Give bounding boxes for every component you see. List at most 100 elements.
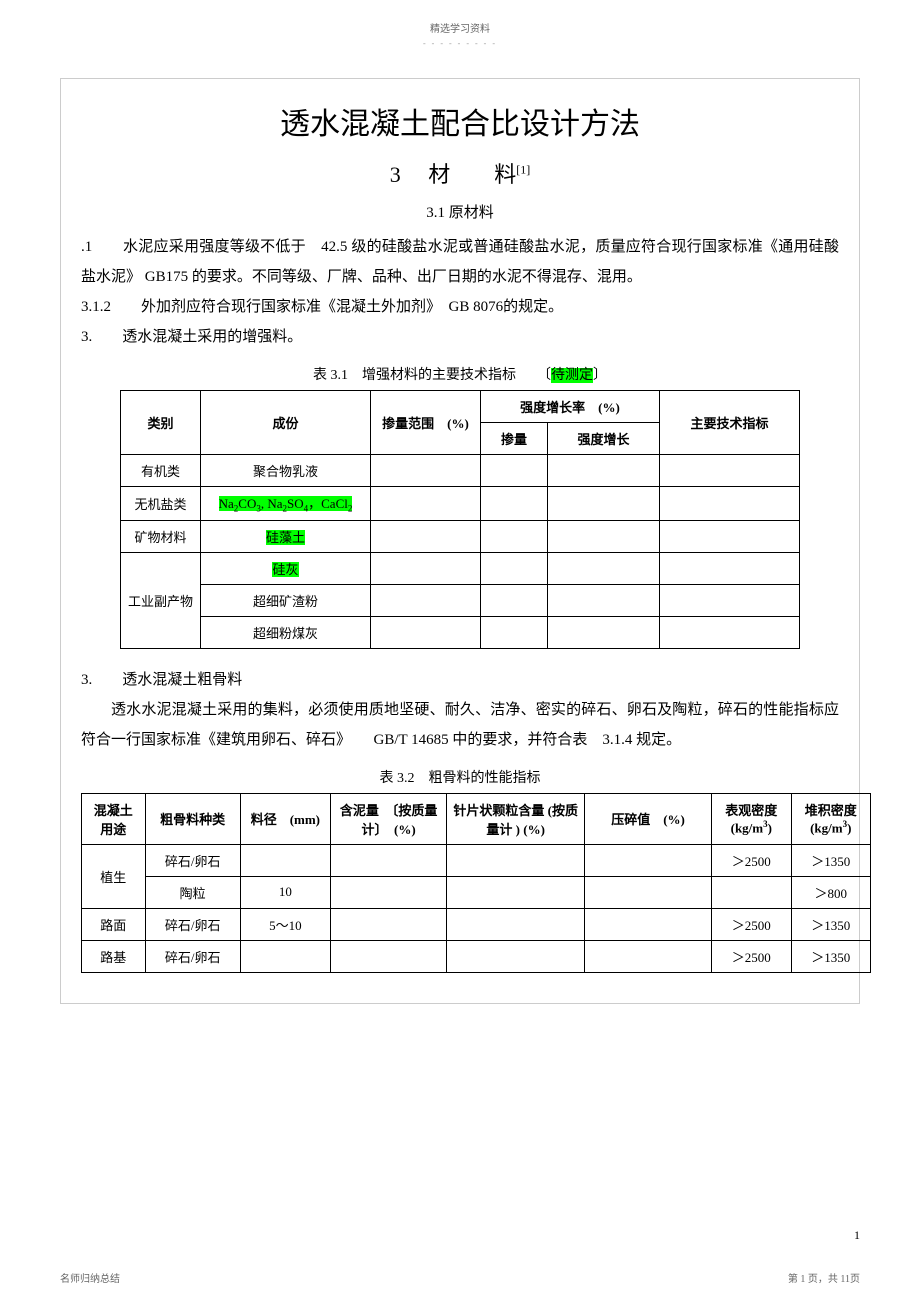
cell-comp: 硅藻土 — [201, 520, 371, 552]
cell-use: 路基 — [82, 940, 146, 972]
page-footer: 名师归纳总结 第 1 页，共 11页 — [60, 1270, 860, 1285]
th-crush: 压碎值 (%) — [585, 793, 712, 844]
table-row: 超细矿渣粉 — [121, 584, 800, 616]
cell — [330, 876, 446, 908]
th-needle: 针片状颗粒含量 (按质量计 ) (%) — [447, 793, 585, 844]
section-number: 3 — [390, 162, 401, 187]
cell-bulk: ＞1350 — [791, 908, 870, 940]
cell-type: 碎石/卵石 — [145, 908, 240, 940]
page-number: 1 — [854, 1228, 860, 1243]
cell — [660, 584, 800, 616]
cell — [660, 520, 800, 552]
cell — [585, 844, 712, 876]
cell — [330, 844, 446, 876]
table-row: 混凝土用途 粗骨料种类 料径 (mm) 含泥量 〔按质量计〕 (%) 针片状颗粒… — [82, 793, 871, 844]
cell-apparent: ＞2500 — [712, 844, 791, 876]
cell — [371, 487, 481, 521]
section-ref: [1] — [516, 163, 530, 177]
cell-comp: 超细粉煤灰 — [201, 616, 371, 648]
cell — [660, 487, 800, 521]
cell-bulk: ＞1350 — [791, 940, 870, 972]
cell — [585, 876, 712, 908]
cell — [585, 908, 712, 940]
table-row: 路基 碎石/卵石 ＞2500 ＞1350 — [82, 940, 871, 972]
cell-apparent: ＞2500 — [712, 908, 791, 940]
cell-bulk: ＞1350 — [791, 844, 870, 876]
cell-type: 碎石/卵石 — [145, 940, 240, 972]
cell-use: 路面 — [82, 908, 146, 940]
para-3.1.1: .1 水泥应采用强度等级不低于 42.5 级的硅酸盐水泥或普通硅酸盐水泥，质量应… — [81, 232, 839, 292]
th-mud: 含泥量 〔按质量计〕 (%) — [330, 793, 446, 844]
section-label: 材 料 — [428, 162, 516, 187]
cell — [660, 552, 800, 584]
table-3.2: 混凝土用途 粗骨料种类 料径 (mm) 含泥量 〔按质量计〕 (%) 针片状颗粒… — [81, 793, 871, 973]
cell-cat: 有机类 — [121, 455, 201, 487]
cell — [447, 844, 585, 876]
cell — [660, 616, 800, 648]
cell-comp: 聚合物乳液 — [201, 455, 371, 487]
cell — [481, 584, 548, 616]
para-3.1.3: 3. 透水混凝土采用的增强料。 — [81, 322, 839, 352]
cell — [548, 455, 660, 487]
th-type: 粗骨料种类 — [145, 793, 240, 844]
table-row: 路面 碎石/卵石 5～10 ＞2500 ＞1350 — [82, 908, 871, 940]
cell — [371, 552, 481, 584]
decorative-dots: - - - - - - - - - — [60, 39, 860, 48]
cell-apparent: ＞2500 — [712, 940, 791, 972]
cell-bulk: ＞800 — [791, 876, 870, 908]
caption-text-b: 〕 — [593, 368, 607, 383]
cell — [548, 616, 660, 648]
th-amount: 掺量 — [481, 423, 548, 455]
cell — [660, 455, 800, 487]
cell-apparent — [712, 876, 791, 908]
cell — [330, 908, 446, 940]
cell-type: 碎石/卵石 — [145, 844, 240, 876]
cell — [481, 616, 548, 648]
cell-size — [240, 844, 330, 876]
th-size: 料径 (mm) — [240, 793, 330, 844]
cell — [548, 520, 660, 552]
cell — [548, 552, 660, 584]
cell-size: 5～10 — [240, 908, 330, 940]
cell — [548, 487, 660, 521]
th-category: 类别 — [121, 391, 201, 455]
para-3.1.2: 3.1.2 外加剂应符合现行国家标准《混凝土外加剂》 GB 8076的规定。 — [81, 292, 839, 322]
table-row: 植生 碎石/卵石 ＞2500 ＞1350 — [82, 844, 871, 876]
table-row: 陶粒 10 ＞800 — [82, 876, 871, 908]
footer-right: 第 1 页，共 11页 — [788, 1270, 860, 1285]
subsection-3.1: 3.1 原材料 — [81, 201, 839, 222]
cell-cat: 矿物材料 — [121, 520, 201, 552]
table-row: 工业副产物 硅灰 — [121, 552, 800, 584]
cell-size — [240, 940, 330, 972]
th-bulk: 堆积密度(kg/m3) — [791, 793, 870, 844]
main-title: 透水混凝土配合比设计方法 — [81, 99, 839, 143]
cell — [330, 940, 446, 972]
cell-cat: 工业副产物 — [121, 552, 201, 648]
table-3.1-caption: 表 3.1 增强材料的主要技术指标 〔待测定〕 — [81, 364, 839, 384]
doc-source-header: 精选学习资料 — [60, 20, 860, 35]
section-3-heading: 3 材 料[1] — [81, 157, 839, 189]
th-apparent: 表观密度(kg/m3) — [712, 793, 791, 844]
table-row: 矿物材料 硅藻土 — [121, 520, 800, 552]
table-row: 无机盐类 Na2CO3, Na2SO4，CaCl2 — [121, 487, 800, 521]
table-row: 类别 成份 掺量范围 (%) 强度增长率 (%) 主要技术指标 — [121, 391, 800, 423]
cell — [481, 552, 548, 584]
cell — [371, 584, 481, 616]
table-3.2-caption: 表 3.2 粗骨料的性能指标 — [81, 767, 839, 787]
cell — [447, 908, 585, 940]
cell — [447, 940, 585, 972]
table-row: 超细粉煤灰 — [121, 616, 800, 648]
cell — [481, 455, 548, 487]
caption-text-a: 表 3.1 增强材料的主要技术指标 〔 — [313, 368, 551, 383]
content-frame: 透水混凝土配合比设计方法 3 材 料[1] 3.1 原材料 .1 水泥应采用强度… — [60, 78, 860, 1004]
footer-left: 名师归纳总结 — [60, 1270, 120, 1285]
cell — [481, 487, 548, 521]
cell — [371, 520, 481, 552]
th-component: 成份 — [201, 391, 371, 455]
th-growth: 强度增长 — [548, 423, 660, 455]
th-strength-rate: 强度增长率 (%) — [481, 391, 660, 423]
cell-size: 10 — [240, 876, 330, 908]
cell — [548, 584, 660, 616]
th-range: 掺量范围 (%) — [371, 391, 481, 455]
caption-highlight: 待测定 — [551, 368, 593, 383]
